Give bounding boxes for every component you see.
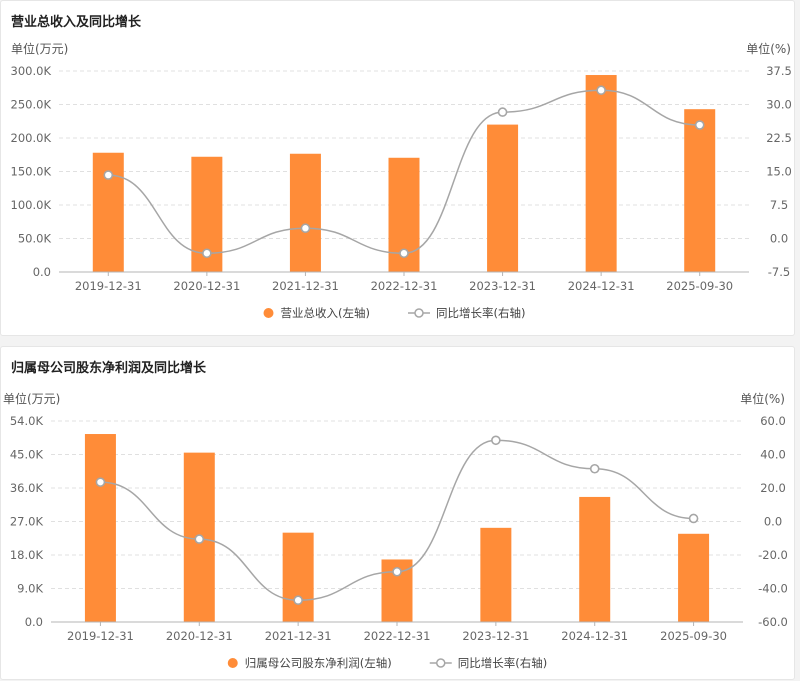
growth-rate-point — [95, 477, 106, 487]
legend-line-marker — [414, 308, 424, 318]
growth-rate-point — [497, 107, 508, 117]
bar — [678, 533, 710, 622]
bar — [487, 124, 519, 272]
left-tick-label: 200.0K — [11, 131, 52, 145]
legend: 归属母公司股东净利润(左轴) 同比增长率(右轴) — [227, 656, 547, 670]
x-tick-label: 2024-12-31 — [568, 279, 635, 293]
left-axis-unit: 单位(万元) — [3, 391, 60, 406]
x-tick-label: 2020-12-31 — [166, 629, 233, 643]
left-tick-label: 150.0K — [11, 165, 52, 179]
bar — [84, 434, 116, 622]
legend-bar-label: 营业总收入(左轴) — [281, 306, 370, 320]
right-tick-label: -60.0 — [758, 615, 788, 629]
chart-title: 营业总收入及同比增长 — [11, 15, 142, 30]
growth-rate-point — [293, 595, 303, 606]
growth-rate-point — [202, 248, 212, 259]
left-axis-unit: 单位(万元) — [11, 41, 68, 56]
right-axis-unit: 单位(%) — [746, 41, 791, 56]
right-tick-label: 30.0 — [766, 98, 792, 112]
growth-rate-point — [194, 534, 205, 544]
right-tick-label: 0.0 — [764, 515, 782, 529]
growth-rate-point — [596, 85, 606, 96]
x-tick-label: 2021-12-31 — [265, 629, 332, 643]
left-tick-label: 9.0K — [17, 582, 43, 596]
growth-rate-point — [688, 513, 699, 524]
right-axis-unit: 单位(%) — [740, 391, 785, 406]
x-tick-label: 2021-12-31 — [272, 279, 339, 293]
right-tick-label: -20.0 — [758, 548, 788, 562]
chart-title: 归属母公司股东净利润及同比增长 — [11, 361, 207, 376]
left-tick-label: 45.0K — [10, 448, 44, 462]
growth-rate-point — [103, 170, 114, 180]
left-tick-label: 300.0K — [11, 64, 52, 78]
x-tick-label: 2022-12-31 — [371, 279, 438, 293]
growth-rate-point — [300, 223, 311, 234]
growth-rate-point — [589, 463, 600, 474]
x-tick-label: 2025-09-30 — [660, 629, 727, 643]
left-tick-label: 100.0K — [11, 198, 52, 212]
bar — [480, 527, 512, 622]
bar — [585, 75, 617, 273]
growth-rate-point — [491, 435, 501, 446]
x-tick-label: 2019-12-31 — [75, 279, 142, 293]
left-tick-label: 18.0K — [10, 548, 44, 562]
left-tick-label: 0.0 — [33, 265, 51, 279]
x-tick-label: 2023-12-31 — [469, 279, 536, 293]
legend-line-label: 同比增长率(右轴) — [436, 306, 525, 320]
right-tick-label: -40.0 — [758, 582, 788, 596]
left-tick-label: 50.0K — [18, 232, 52, 246]
x-tick-label: 2025-09-30 — [666, 279, 733, 293]
left-tick-label: 250.0K — [11, 98, 52, 112]
net-profit-chart-panel: 归属母公司股东净利润及同比增长 单位(万元) 单位(%) 0.0 9.0K 18.0K 2… — [0, 346, 795, 680]
x-tick-label: 2019-12-31 — [67, 629, 134, 643]
legend-bar-swatch — [263, 308, 274, 318]
right-tick-label: 22.5 — [766, 131, 792, 145]
x-tick-label: 2020-12-31 — [173, 279, 240, 293]
right-tick-label: 0.0 — [770, 232, 788, 246]
x-tick-label: 2022-12-31 — [364, 629, 431, 643]
legend-bar-swatch — [227, 658, 238, 668]
growth-rate-point — [399, 248, 409, 259]
legend-line-label: 同比增长率(右轴) — [458, 656, 547, 670]
left-tick-label: 54.0K — [10, 414, 44, 428]
revenue-chart: 单位(万元) 单位(%) 0.0 50.0K 100.0K 150.0K 200.0K 250… — [11, 41, 792, 320]
right-tick-label: -7.5 — [768, 265, 790, 279]
left-tick-label: 27.0K — [10, 515, 44, 529]
legend-bar-label: 归属母公司股东净利润(左轴) — [245, 656, 392, 670]
left-tick-label: 0.0 — [25, 615, 43, 629]
revenue-chart-panel: 营业总收入及同比增长 单位(万元) 单位(%) 0.0 50.0K 100.0K 150.… — [0, 0, 795, 336]
right-tick-label: 7.5 — [770, 198, 788, 212]
right-tick-label: 60.0 — [760, 414, 786, 428]
growth-rate-point — [392, 566, 402, 577]
x-tick-label: 2023-12-31 — [462, 629, 529, 643]
right-tick-label: 37.5 — [766, 64, 792, 78]
legend-line-marker — [436, 658, 446, 668]
net-profit-chart: 单位(万元) 单位(%) 0.0 9.0K 18.0K 27.0K 36.0K 45.0K 54… — [3, 391, 788, 670]
bar — [289, 153, 321, 272]
bar — [579, 496, 611, 622]
left-tick-label: 36.0K — [10, 481, 44, 495]
bar — [282, 532, 314, 622]
right-tick-label: 15.0 — [766, 165, 792, 179]
legend: 营业总收入(左轴) 同比增长率(右轴) — [263, 306, 525, 320]
x-tick-label: 2024-12-31 — [561, 629, 628, 643]
bar — [684, 109, 716, 272]
right-tick-label: 40.0 — [760, 448, 786, 462]
growth-rate-point — [694, 120, 705, 130]
right-tick-label: 20.0 — [760, 481, 786, 495]
